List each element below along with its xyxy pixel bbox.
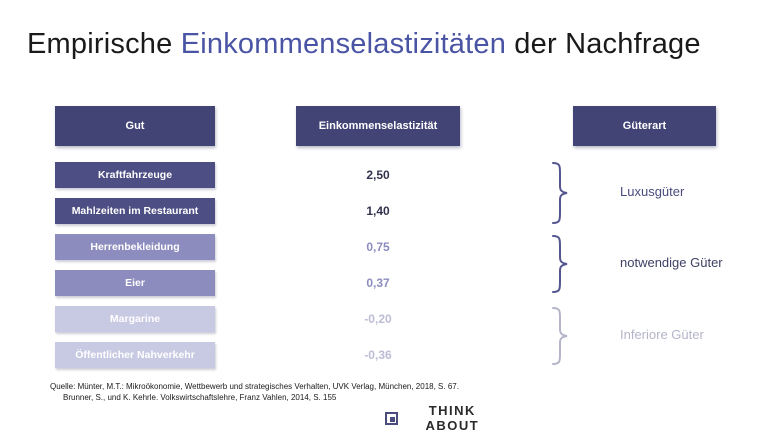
page-title: Empirische Einkommenselastizitäten der N… <box>27 28 701 61</box>
source-line-1: Quelle: Münter, M.T.: Mikroökonomie, Wet… <box>50 382 459 391</box>
table-row: Margarine <box>55 306 215 332</box>
column-gueterart: Güterart <box>573 106 716 146</box>
column-elasticity: Einkommenselastizität 2,50 1,40 0,75 0,3… <box>296 106 460 378</box>
table-row: Eier <box>55 270 215 296</box>
curly-bracket-luxury-icon <box>550 161 570 225</box>
header-elasticity: Einkommenselastizität <box>296 106 460 146</box>
logo-frame-icon <box>385 411 398 425</box>
logo-text: THINK ABOUT <box>425 403 480 432</box>
source-line-2: Brunner, S., und K. Kehrle. Volkswirtsch… <box>63 393 337 403</box>
elasticity-value: 2,50 <box>366 168 390 182</box>
category-label-luxusgueter: Luxusgüter <box>620 184 685 199</box>
category-label-notwendige-gueter: notwendige Güter <box>620 255 723 270</box>
table-row: Herrenbekleidung <box>55 234 215 260</box>
header-gueterart: Güterart <box>573 106 716 146</box>
title-suffix: der Nachfrage <box>506 28 701 60</box>
category-label-inferiore-gueter: Inferiore Güter <box>620 327 704 342</box>
table-row: Öffentlicher Nahverkehr <box>55 342 215 368</box>
curly-bracket-inferior-icon <box>550 306 570 366</box>
column-gut: Gut Kraftfahrzeuge Mahlzeiten im Restaur… <box>55 106 215 378</box>
header-gut: Gut <box>55 106 215 146</box>
elasticity-value: 1,40 <box>366 204 390 218</box>
gut-rows: Kraftfahrzeuge Mahlzeiten im Restaurant … <box>55 162 215 368</box>
think-about-logo: THINK ABOUT Inspiration | Wissen | Bildu… <box>385 403 503 432</box>
table-row: Mahlzeiten im Restaurant <box>55 198 215 224</box>
elasticity-value: 0,37 <box>366 276 390 290</box>
title-prefix: Empirische <box>27 28 181 60</box>
elasticity-value: -0,20 <box>364 312 392 326</box>
title-highlight: Einkommenselastizitäten <box>180 28 507 60</box>
elasticity-value: -0,36 <box>364 348 392 362</box>
logo-row: THINK ABOUT <box>385 403 503 432</box>
source-citation: Quelle: Münter, M.T.: Mikroökonomie, Wet… <box>50 381 459 403</box>
curly-bracket-necessary-icon <box>550 234 570 294</box>
table-row: Kraftfahrzeuge <box>55 162 215 188</box>
elasticity-rows: 2,50 1,40 0,75 0,37 -0,20 -0,36 <box>296 162 460 368</box>
elasticity-value: 0,75 <box>366 240 390 254</box>
